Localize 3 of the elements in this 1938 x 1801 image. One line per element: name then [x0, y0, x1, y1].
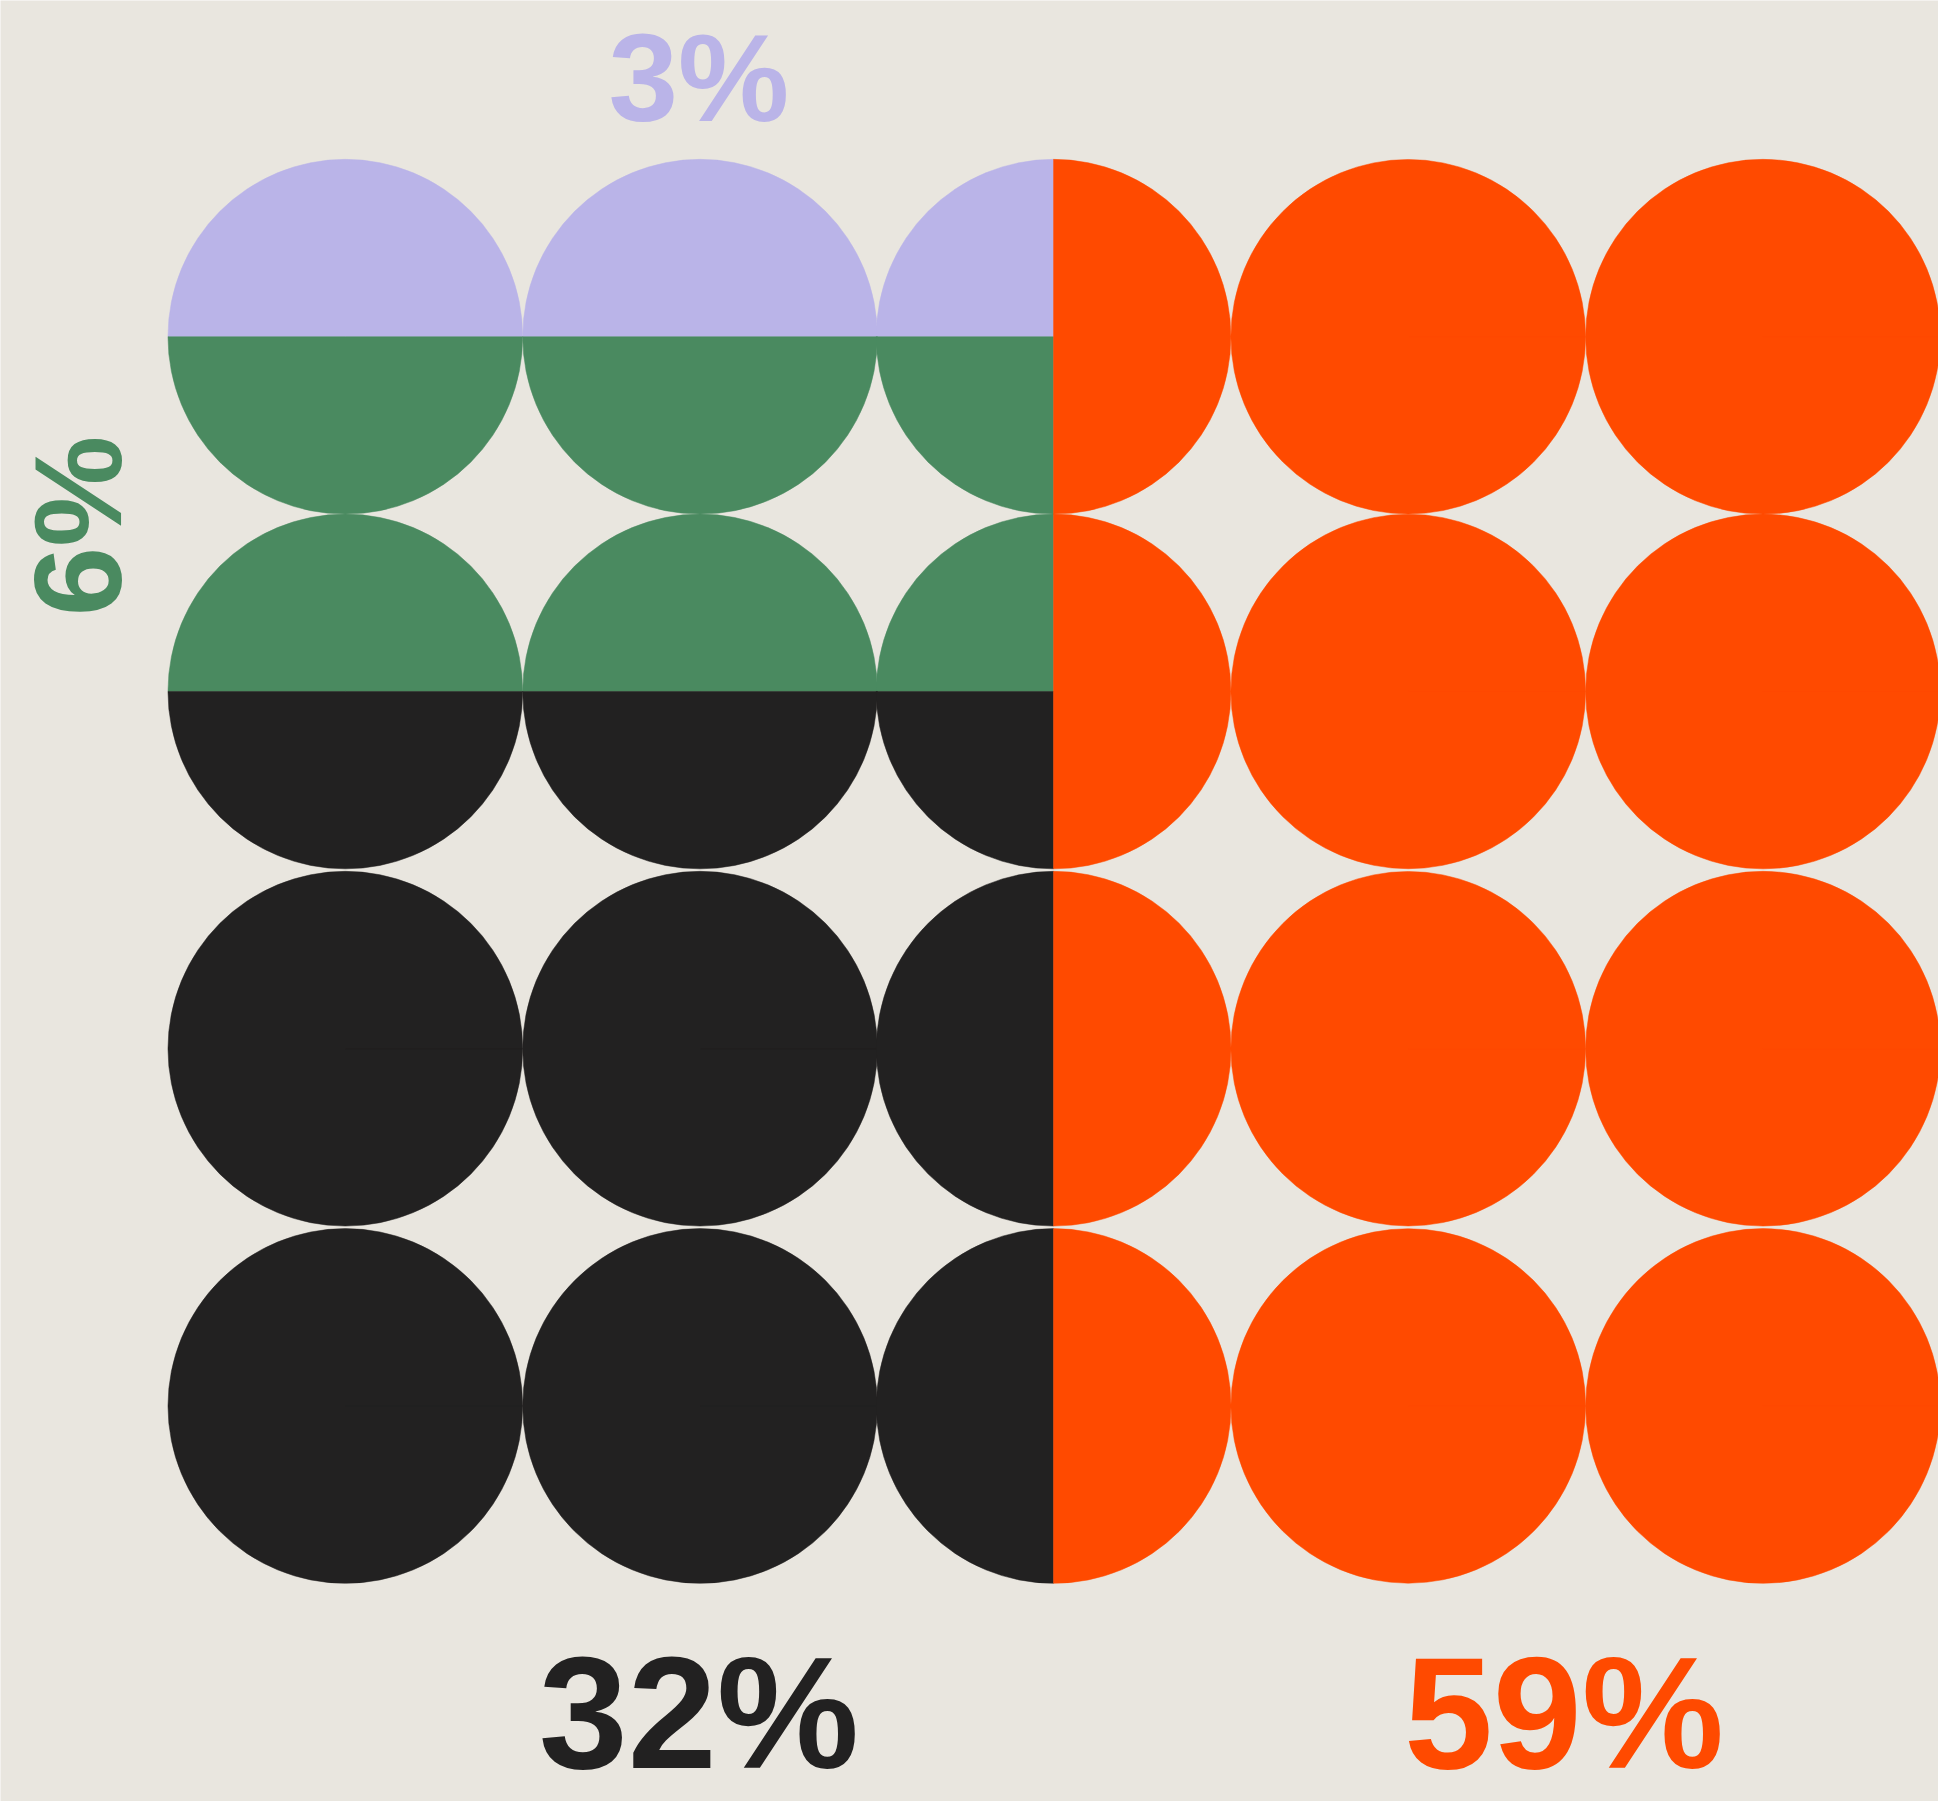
data-label: 59% — [1403, 1623, 1725, 1801]
data-label: 6% — [7, 435, 147, 617]
data-label: 32% — [538, 1623, 859, 1801]
